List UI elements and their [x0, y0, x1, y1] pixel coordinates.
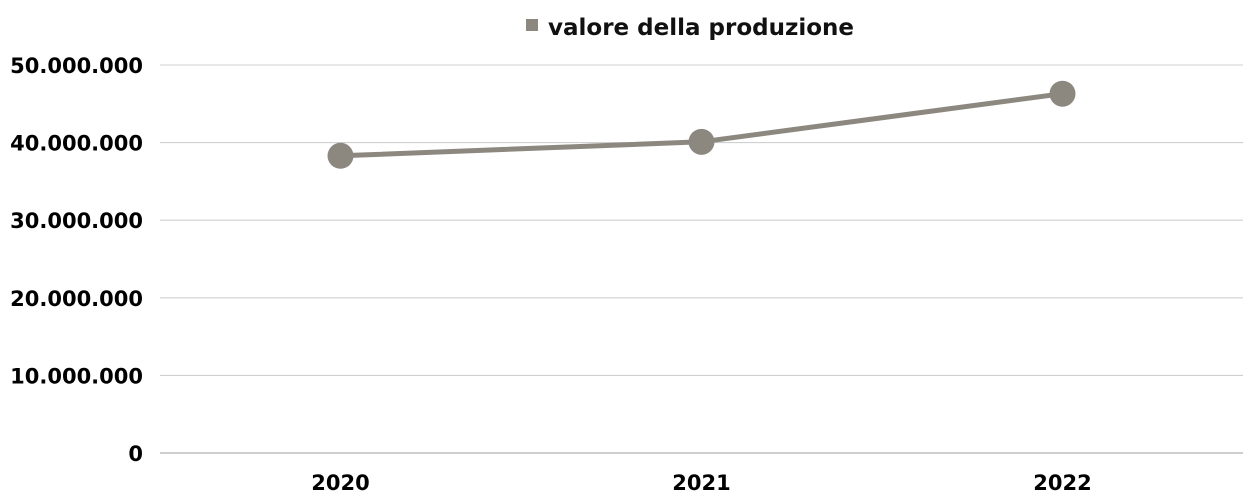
series-valore-della-produzione	[327, 80, 1076, 169]
legend-label: valore della produzione	[548, 15, 854, 41]
y-tick-label: 10.000.000	[10, 364, 143, 388]
y-tick-label: 20.000.000	[10, 287, 143, 311]
legend-marker	[526, 19, 538, 31]
x-tick-label: 2020	[311, 471, 369, 492]
y-tick-label: 30.000.000	[10, 209, 143, 233]
data-point	[688, 128, 715, 155]
x-tick-label: 2021	[672, 471, 730, 492]
legend: valore della produzione	[526, 15, 854, 41]
y-axis: 0 10.000.000 20.000.000 30.000.000 40.000.00…	[10, 54, 143, 466]
y-tick-label: 50.000.000	[10, 54, 143, 78]
data-point	[1049, 80, 1076, 107]
data-point	[327, 142, 354, 169]
x-axis: 2020 2021 2022	[311, 471, 1091, 492]
y-tick-label: 0	[128, 442, 143, 466]
y-tick-label: 40.000.000	[10, 132, 143, 156]
gridlines	[160, 64, 1243, 454]
x-tick-label: 2022	[1033, 471, 1091, 492]
